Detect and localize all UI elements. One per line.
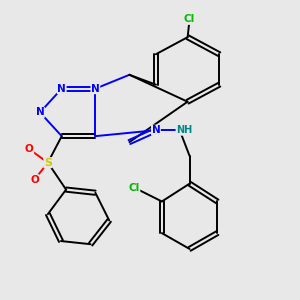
Text: N: N (152, 125, 160, 135)
Text: Cl: Cl (128, 183, 140, 193)
Text: N: N (36, 107, 44, 117)
Text: N: N (91, 84, 100, 94)
Text: N: N (57, 84, 66, 94)
Text: Cl: Cl (184, 14, 195, 24)
Text: O: O (25, 144, 34, 154)
Text: NH: NH (176, 125, 192, 135)
Text: S: S (44, 158, 52, 168)
Text: O: O (30, 175, 39, 185)
